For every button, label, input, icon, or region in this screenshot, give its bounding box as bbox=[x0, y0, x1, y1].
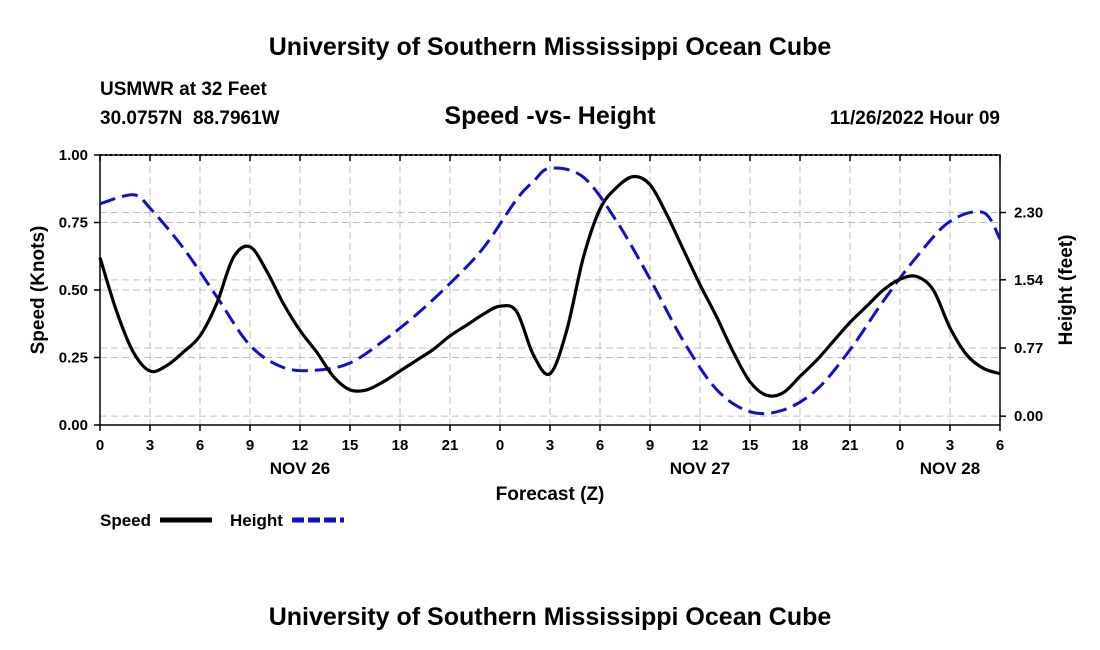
y2-tick-label: 2.30 bbox=[1014, 205, 1043, 222]
x-tick-label: 12 bbox=[692, 437, 709, 454]
x-date-label: NOV 28 bbox=[920, 459, 980, 478]
y2-tick-label: 0.77 bbox=[1014, 340, 1043, 357]
x-tick-label: 6 bbox=[996, 437, 1004, 454]
x-tick-label: 15 bbox=[742, 437, 759, 454]
y-tick-label: 1.00 bbox=[59, 147, 88, 164]
legend-speed-label: Speed bbox=[100, 511, 151, 530]
y2-tick-label: 0.00 bbox=[1014, 408, 1043, 425]
x-tick-label: 21 bbox=[842, 437, 859, 454]
x-tick-label: 3 bbox=[546, 437, 554, 454]
chart-main-title: University of Southern Mississippi Ocean… bbox=[269, 33, 832, 61]
y2-tick-label: 1.54 bbox=[1014, 272, 1044, 289]
chart-subtitle: Speed -vs- Height bbox=[444, 102, 656, 130]
grid-lines bbox=[100, 155, 1000, 425]
y2-axis-title: Height (feet) bbox=[1056, 235, 1077, 346]
x-tick-label: 3 bbox=[146, 437, 154, 454]
x-tick-label: 0 bbox=[896, 437, 904, 454]
station-label: USMWR at 32 Feet bbox=[100, 79, 267, 100]
y-tick-label: 0.00 bbox=[59, 417, 88, 434]
x-date-label: NOV 26 bbox=[270, 459, 330, 478]
series-line-speed bbox=[98, 174, 1001, 398]
x-tick-label: 12 bbox=[292, 437, 309, 454]
y-tick-label: 0.50 bbox=[59, 282, 88, 299]
y-tick-label: 0.25 bbox=[59, 350, 88, 367]
x-tick-label: 18 bbox=[792, 437, 809, 454]
x-tick-label: 15 bbox=[342, 437, 359, 454]
coordinates-label: 30.0757N 88.7961W bbox=[100, 108, 280, 129]
legend-height-label: Height bbox=[230, 511, 283, 530]
x-tick-label: 0 bbox=[96, 437, 104, 454]
x-tick-label: 3 bbox=[946, 437, 954, 454]
footer-title: University of Southern Mississippi Ocean… bbox=[269, 603, 832, 631]
axes: 0 3 6 9 12 15 18 21 0 3 6 9 12 15 18 21 0 3 6 NOV 26 NOV 27 N… bbox=[59, 147, 1044, 478]
series-lines bbox=[98, 166, 1002, 416]
x-tick-label: 18 bbox=[392, 437, 409, 454]
x-tick-label: 9 bbox=[646, 437, 654, 454]
forecast-datetime: 11/26/2022 Hour 09 bbox=[830, 108, 1000, 129]
x-tick-label: 9 bbox=[246, 437, 254, 454]
series-line-height bbox=[99, 166, 1002, 416]
x-date-label: NOV 27 bbox=[670, 459, 730, 478]
y-tick-label: 0.75 bbox=[59, 215, 88, 232]
x-tick-label: 6 bbox=[596, 437, 604, 454]
legend: Speed Height bbox=[100, 511, 344, 530]
x-tick-label: 21 bbox=[442, 437, 459, 454]
x-axis-title: Forecast (Z) bbox=[496, 484, 605, 505]
y-axis-title: Speed (Knots) bbox=[28, 226, 49, 355]
x-tick-label: 6 bbox=[196, 437, 204, 454]
x-tick-label: 0 bbox=[496, 437, 504, 454]
